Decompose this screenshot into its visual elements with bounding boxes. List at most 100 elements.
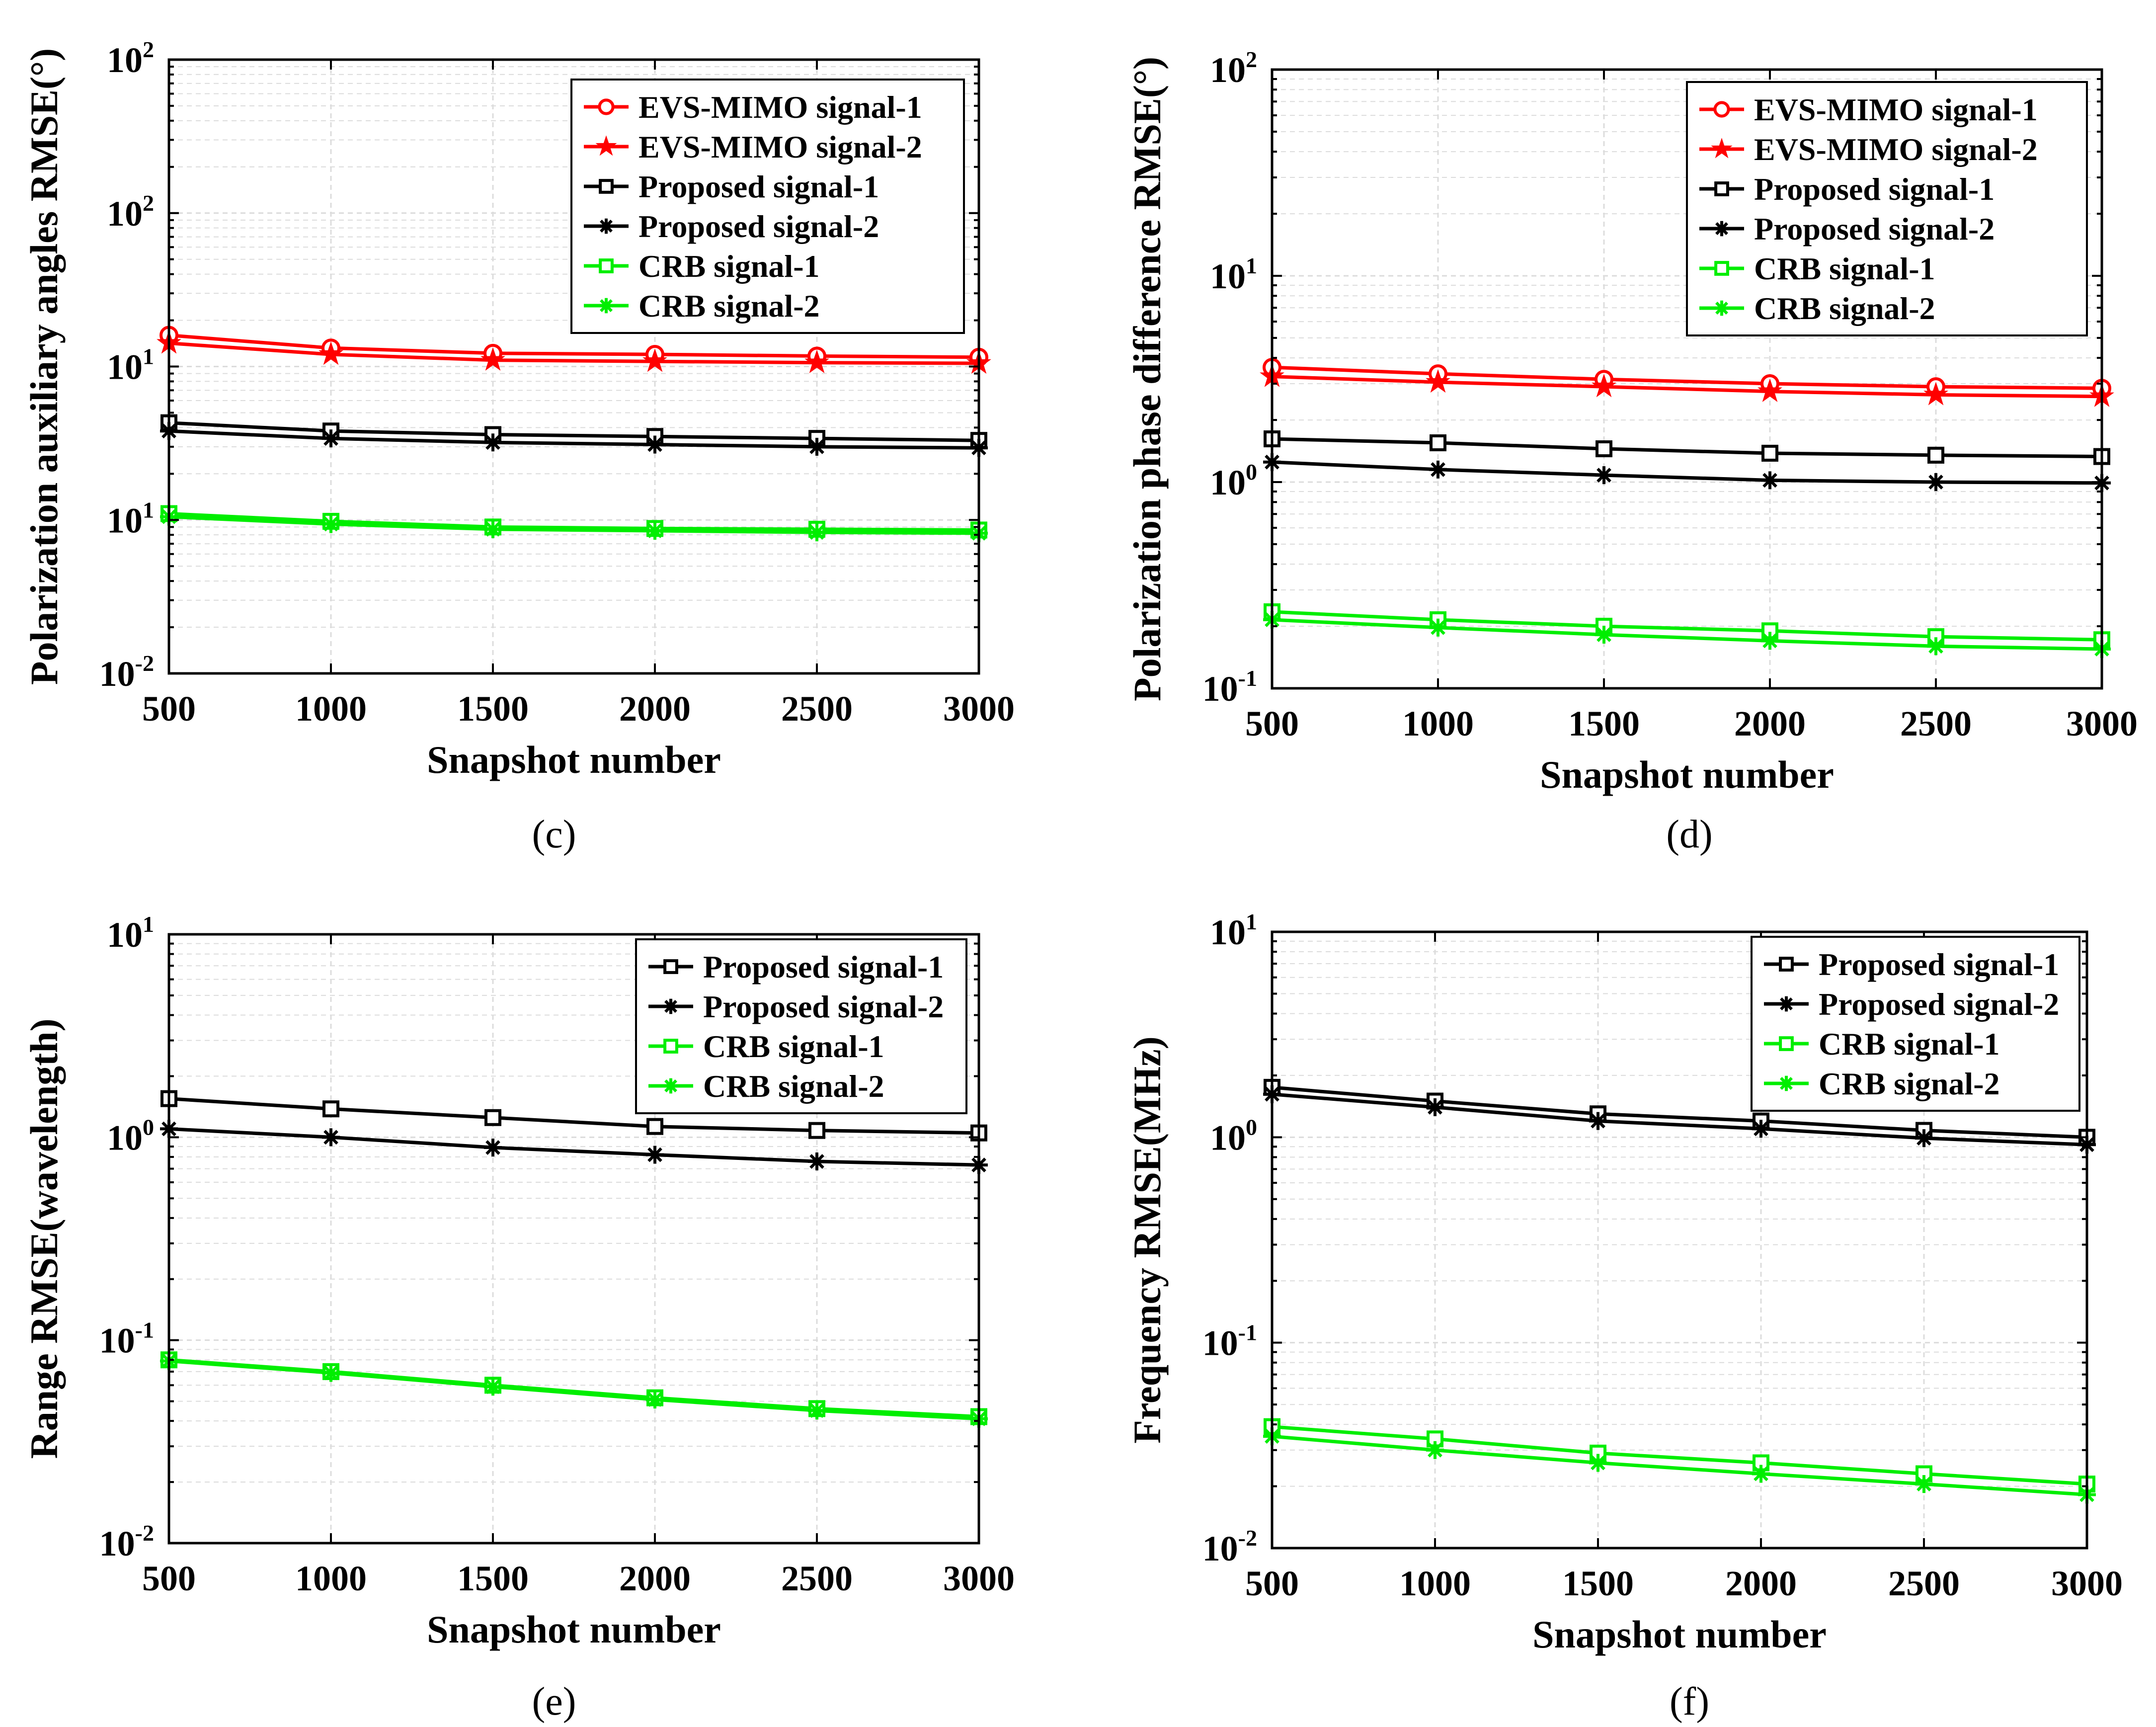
data-point: [484, 433, 502, 452]
panel-label: (f): [1670, 1680, 1709, 1724]
series-line: [168, 1127, 979, 1167]
data-point: [642, 348, 667, 372]
data-point: [808, 1152, 826, 1171]
chart-panel-d: 500 1000 1500 2000 2500 3000 10-1 100 101 102 Snap…: [1125, 47, 2138, 856]
legend-entry: Proposed signal-1: [1764, 947, 2059, 982]
legend: EVS-MIMO signal-1 EVS-MIMO signal-2 Propos…: [570, 79, 965, 334]
legend-marker: [595, 135, 617, 156]
y-axis-label: Polarization phase difference RMSE(°): [1125, 57, 1169, 701]
data-point: [484, 1109, 501, 1126]
series-line: [1272, 460, 2102, 485]
legend-label: Proposed signal-1: [703, 949, 944, 985]
series-line: [1272, 365, 2102, 390]
legend: EVS-MIMO signal-1 EVS-MIMO signal-2 Propos…: [1686, 81, 2088, 336]
axes-frame: [167, 933, 980, 1545]
legend-entry: Proposed signal-2: [648, 989, 944, 1024]
data-point: [1430, 434, 1446, 452]
series-line: [1272, 1434, 2087, 1496]
legend-label: Proposed signal-2: [1819, 987, 2059, 1022]
series-line: [1272, 375, 2102, 399]
data-point: [1429, 618, 1447, 637]
x-tick-label: 2500: [781, 1559, 853, 1598]
legend-marker: [598, 218, 614, 234]
x-tick-label: 2000: [619, 689, 691, 729]
y-tick-label: 101: [107, 497, 154, 540]
x-tick-label: 2500: [1888, 1563, 1960, 1603]
legend-box: [570, 79, 965, 334]
legend-label: EVS-MIMO signal-1: [639, 89, 922, 125]
data-point: [1589, 1112, 1607, 1130]
x-tick-label: 3000: [2051, 1563, 2123, 1603]
legend-marker: [1779, 1036, 1794, 1051]
data-point: [1761, 471, 1779, 490]
legend-label: EVS-MIMO signal-2: [1754, 132, 2038, 167]
data-point: [484, 1138, 502, 1156]
axes-frame: [1271, 930, 2088, 1550]
legend-label: CRB signal-2: [703, 1069, 884, 1104]
legend-entry: CRB signal-1: [1764, 1026, 2000, 1062]
series-proposed-signal-2: [160, 422, 988, 457]
y-tick-label: 101: [107, 911, 154, 955]
data-point: [480, 347, 505, 371]
legend-label: Proposed signal-1: [1819, 947, 2059, 982]
series-line: [168, 1359, 979, 1421]
y-tick-label: 10-2: [99, 1520, 154, 1563]
legend-entry: EVS-MIMO signal-2: [584, 129, 922, 164]
data-point: [1595, 626, 1613, 644]
legend-label: CRB signal-1: [639, 248, 820, 284]
legend-label: CRB signal-2: [639, 288, 820, 324]
y-tick-label: 101: [107, 344, 154, 387]
series-crb-signal-2: [1263, 1427, 2096, 1504]
legend: Proposed signal-1 Proposed signal-2 CRB si…: [635, 938, 967, 1114]
data-point: [319, 341, 343, 365]
x-tick-label: 2500: [1900, 704, 1972, 743]
chart-panel-f: 500 1000 1500 2000 2500 3000 10-2 10-1 100 101 Sna…: [1125, 909, 2123, 1724]
y-tick-label: 102: [107, 37, 154, 80]
legend-label: Proposed signal-1: [639, 169, 879, 204]
data-point: [1426, 369, 1450, 393]
series-line: [1272, 1085, 2087, 1139]
legend-entry: CRB signal-2: [1699, 291, 1935, 326]
legend-label: Proposed signal-2: [1754, 211, 1995, 247]
series-line: [168, 429, 979, 450]
legend-marker: [663, 1078, 679, 1094]
legend-marker: [1778, 1075, 1794, 1091]
x-tick-label: 1500: [457, 1559, 529, 1598]
data-point: [322, 515, 340, 533]
legend-label: CRB signal-2: [1754, 291, 1935, 326]
legend-entry: EVS-MIMO signal-1: [1699, 92, 2038, 127]
legend-marker: [1714, 300, 1730, 316]
data-point: [1429, 460, 1447, 479]
y-tick-label: 10-1: [1202, 665, 1257, 709]
legend-marker: [1778, 996, 1794, 1012]
chart-panel-c: 500 1000 1500 2000 2500 3000 10-2 101 101 102 102 S…: [22, 37, 1015, 856]
legend-label: CRB signal-1: [1819, 1026, 2000, 1062]
x-tick-label: 1500: [1562, 1563, 1634, 1603]
legend-entry: EVS-MIMO signal-1: [584, 89, 922, 125]
legend-entry: Proposed signal-2: [1764, 987, 2059, 1022]
x-tick-label: 1000: [295, 689, 367, 729]
data-point: [804, 349, 829, 373]
data-point: [1915, 1475, 1933, 1493]
legend-label: Proposed signal-1: [1754, 171, 1995, 207]
y-tick-label: 102: [107, 190, 154, 234]
legend-marker: [1713, 101, 1730, 118]
legend-entry: CRB signal-2: [648, 1069, 884, 1104]
panel-label: (c): [532, 813, 576, 856]
x-tick-label: 1500: [1568, 704, 1640, 743]
data-point: [1426, 1441, 1444, 1459]
x-tick-label: 1000: [295, 1559, 367, 1598]
series-proposed-signal-2: [1263, 1085, 2096, 1154]
data-point: [808, 437, 826, 456]
legend-marker: [663, 959, 678, 974]
y-axis-label: Frequency RMSE(MHz): [1125, 1036, 1169, 1444]
y-tick-label: 101: [1210, 253, 1257, 296]
x-tick-label: 2000: [619, 1559, 691, 1598]
data-point: [322, 1100, 339, 1118]
series-line: [168, 1097, 979, 1135]
series-line: [168, 421, 979, 442]
y-tick-label: 100: [107, 1114, 154, 1157]
x-tick-label: 1500: [457, 689, 529, 729]
x-tick-label: 3000: [943, 1559, 1015, 1598]
